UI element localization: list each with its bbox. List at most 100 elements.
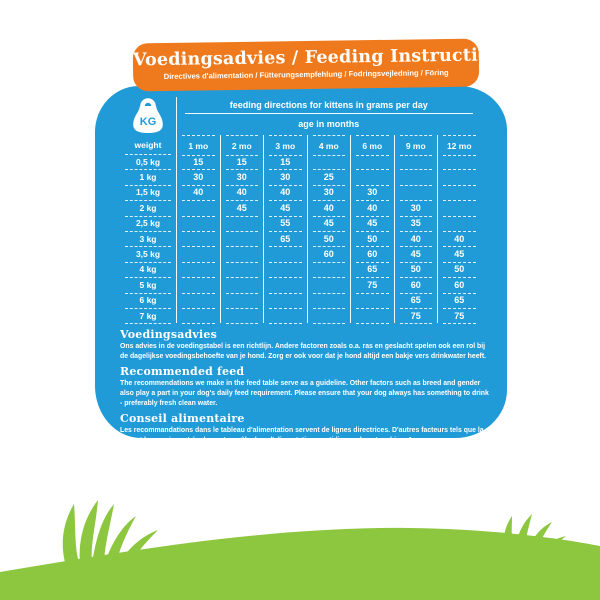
advice-sections: Voedingsadvies Ons advies in de voedings… xyxy=(120,328,489,459)
feeding-amount-cell: 30 xyxy=(393,200,438,217)
feeding-amount-cell: 60 xyxy=(393,277,438,294)
feeding-amount-cell xyxy=(219,307,264,325)
feeding-amount-cell: 40 xyxy=(393,230,438,248)
feeding-amount-cell: 50 xyxy=(350,230,394,248)
age-column-header: 1 mo xyxy=(176,135,220,156)
svg-text:KG: KG xyxy=(140,116,157,128)
feeding-amount-cell: 30 xyxy=(306,184,351,202)
feeding-amount-cell: 45 xyxy=(437,246,481,263)
feeding-amount-cell xyxy=(263,277,307,294)
feeding-amount-cell: 30 xyxy=(350,184,394,202)
feeding-amount-cell: 40 xyxy=(437,230,481,248)
feeding-amount-cell xyxy=(263,307,307,325)
feeding-amount-cell xyxy=(350,154,394,171)
feeding-amount-cell: 65 xyxy=(393,292,438,309)
feeding-amount-cell: 35 xyxy=(393,215,438,232)
feeding-amount-cell xyxy=(176,277,220,294)
feeding-amount-cell: 45 xyxy=(219,200,264,217)
feeding-amount-cell: 50 xyxy=(306,230,351,248)
feeding-amount-cell xyxy=(393,184,438,202)
feeding-amount-cell xyxy=(176,307,220,325)
age-column-header: 4 mo xyxy=(306,135,351,156)
feeding-amount-cell: 15 xyxy=(176,154,220,171)
age-column-header: 3 mo xyxy=(263,135,307,156)
weight-column-header: weight xyxy=(120,135,176,155)
feeding-amount-cell: 30 xyxy=(263,169,307,186)
feeding-amount-cell xyxy=(263,246,307,263)
feeding-amount-cell: 65 xyxy=(350,261,394,279)
weight-row-label: 5 kg xyxy=(120,277,176,294)
section-heading-nl: Voedingsadvies xyxy=(120,328,217,341)
weight-row-label: 7 kg xyxy=(120,308,176,325)
feeding-amount-cell: 65 xyxy=(263,230,307,248)
kg-weight-icon-cell: KG xyxy=(120,97,176,135)
feeding-amount-cell xyxy=(263,292,307,309)
age-column-header: 9 mo xyxy=(393,135,438,156)
feeding-amount-cell xyxy=(306,307,351,325)
table-sub-header: age in months xyxy=(176,113,481,135)
feeding-amount-cell xyxy=(263,261,307,279)
section-body-en: The recommendations we make in the feed … xyxy=(120,380,489,407)
age-column-header: 2 mo xyxy=(219,135,264,156)
kg-weight-icon: KG xyxy=(133,98,163,133)
feeding-table: KG feeding directions for kittens in gra… xyxy=(120,97,481,325)
feeding-amount-cell xyxy=(176,292,220,309)
grass-tuft-right xyxy=(500,514,568,570)
grass-hill xyxy=(0,527,600,600)
age-column-header: 12 mo xyxy=(437,135,481,156)
feeding-amount-cell: 40 xyxy=(350,200,394,217)
feeding-amount-cell xyxy=(437,154,481,171)
table-main-header: feeding directions for kittens in grams … xyxy=(176,97,481,114)
feeding-amount-cell xyxy=(176,261,220,279)
weight-row-label: 6 kg xyxy=(120,293,176,309)
weight-row-label: 3 kg xyxy=(120,231,176,248)
age-column-header: 6 mo xyxy=(350,135,394,156)
feeding-amount-cell: 25 xyxy=(306,169,351,186)
feeding-amount-cell xyxy=(350,292,394,309)
feeding-amount-cell xyxy=(437,215,481,232)
feeding-amount-cell: 75 xyxy=(350,277,394,294)
feeding-amount-cell: 40 xyxy=(176,184,220,202)
feeding-amount-cell xyxy=(350,307,394,325)
feeding-amount-cell xyxy=(437,169,481,186)
weight-row-label: 4 kg xyxy=(120,262,176,279)
feeding-amount-cell xyxy=(176,246,220,263)
feeding-amount-cell: 40 xyxy=(219,184,264,202)
feeding-amount-cell xyxy=(350,169,394,186)
weight-row-label: 2,5 kg xyxy=(120,216,176,232)
section-body-fr: Les recommandations dans le tableau d'al… xyxy=(120,427,486,454)
feeding-amount-cell xyxy=(219,246,264,263)
feeding-amount-cell xyxy=(306,154,351,171)
section-heading-en: Recommended feed xyxy=(120,365,245,379)
feeding-amount-cell xyxy=(393,154,438,171)
page-title: Voedingsadvies / Feeding Instruction xyxy=(132,45,503,71)
feeding-amount-cell: 40 xyxy=(306,200,351,217)
feeding-amount-cell: 50 xyxy=(437,261,481,279)
feeding-amount-cell xyxy=(176,215,220,232)
feeding-amount-cell: 50 xyxy=(393,261,438,279)
weight-row-label: 3,5 kg xyxy=(120,246,176,263)
feeding-amount-cell xyxy=(437,200,481,217)
feeding-amount-cell: 45 xyxy=(350,215,394,232)
feeding-amount-cell xyxy=(176,200,220,217)
feeding-amount-cell: 15 xyxy=(219,154,264,171)
feeding-amount-cell: 30 xyxy=(176,169,220,186)
feeding-amount-cell: 60 xyxy=(437,277,481,294)
section-heading-fr: Conseil alimentaire xyxy=(120,412,245,426)
feeding-amount-cell: 55 xyxy=(263,215,307,232)
feeding-amount-cell xyxy=(437,184,481,202)
feeding-amount-cell: 45 xyxy=(306,215,351,232)
feeding-amount-cell: 75 xyxy=(393,307,438,325)
feeding-amount-cell xyxy=(219,292,264,309)
feeding-amount-cell: 45 xyxy=(393,246,438,263)
feeding-amount-cell: 75 xyxy=(437,307,481,325)
grass-tuft-left xyxy=(56,500,158,578)
weight-row-label: 2 kg xyxy=(120,200,176,217)
feeding-amount-cell xyxy=(306,277,351,294)
feeding-amount-cell xyxy=(219,261,264,279)
feeding-amount-cell xyxy=(393,169,438,186)
header-banner: Voedingsadvies / Feeding Instruction Dir… xyxy=(132,38,503,92)
feeding-amount-cell: 60 xyxy=(306,246,351,263)
section-body-nl: Ons advies in de voedingstabel is een ri… xyxy=(120,343,487,360)
